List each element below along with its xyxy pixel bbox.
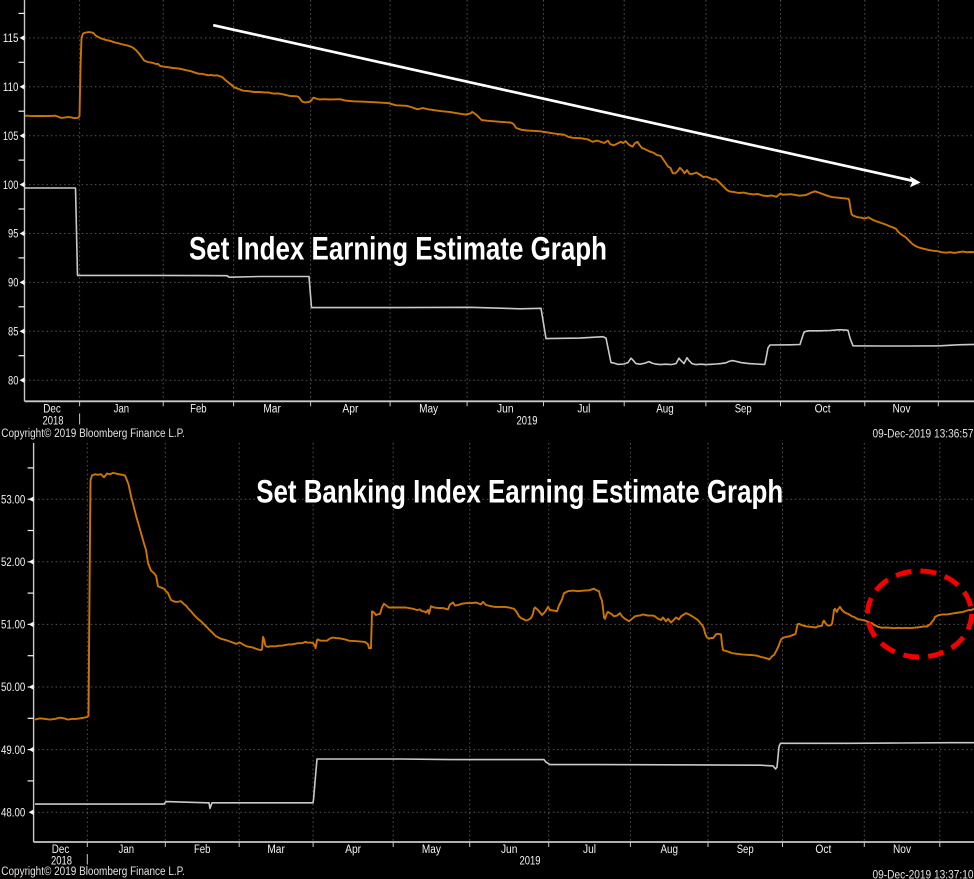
svg-text:Apr: Apr — [342, 404, 358, 416]
svg-text:48.00: 48.00 — [1, 807, 25, 819]
svg-text:Mar: Mar — [263, 404, 281, 416]
svg-text:May: May — [422, 844, 441, 856]
svg-text:Oct: Oct — [815, 844, 832, 856]
svg-text:Jul: Jul — [583, 844, 596, 856]
svg-text:09-Dec-2019 13:37:10: 09-Dec-2019 13:37:10 — [873, 870, 974, 879]
svg-text:Set Banking Index Earning Esti: Set Banking Index Earning Estimate Graph — [256, 474, 783, 510]
svg-text:2019: 2019 — [520, 856, 541, 868]
svg-text:52.00: 52.00 — [1, 557, 25, 569]
svg-text:Dec: Dec — [52, 844, 70, 856]
svg-text:Set Index Earning Estimate Gra: Set Index Earning Estimate Graph — [189, 231, 607, 267]
svg-text:105: 105 — [3, 131, 19, 143]
svg-text:2018: 2018 — [43, 416, 64, 428]
svg-text:49.00: 49.00 — [1, 745, 25, 757]
svg-text:Sep: Sep — [737, 844, 754, 856]
svg-text:53.00: 53.00 — [1, 494, 25, 506]
svg-text:80: 80 — [8, 375, 18, 387]
svg-text:2019: 2019 — [517, 416, 538, 428]
svg-text:Oct: Oct — [815, 404, 832, 416]
svg-text:Aug: Aug — [660, 844, 678, 856]
svg-text:Mar: Mar — [267, 844, 285, 856]
svg-text:May: May — [419, 404, 438, 416]
svg-text:50.00: 50.00 — [1, 682, 25, 694]
svg-text:Jun: Jun — [497, 404, 514, 416]
svg-text:Feb: Feb — [190, 404, 207, 416]
svg-text:Copyright© 2019 Bloomberg Fina: Copyright© 2019 Bloomberg Finance L.P. — [1, 866, 185, 878]
svg-text:Jun: Jun — [501, 844, 518, 856]
svg-text:110: 110 — [3, 82, 19, 94]
svg-text:Feb: Feb — [194, 844, 211, 856]
svg-text:Jul: Jul — [577, 404, 590, 416]
svg-text:100: 100 — [3, 180, 19, 192]
svg-text:90: 90 — [8, 278, 18, 290]
svg-text:Copyright© 2019 Bloomberg Fina: Copyright© 2019 Bloomberg Finance L.P. — [1, 428, 185, 440]
svg-text:Nov: Nov — [893, 844, 911, 856]
svg-text:09-Dec-2019 13:36:57: 09-Dec-2019 13:36:57 — [873, 429, 974, 441]
svg-text:Sep: Sep — [735, 404, 752, 416]
svg-text:Aug: Aug — [656, 404, 674, 416]
svg-text:95: 95 — [8, 229, 18, 241]
svg-text:85: 85 — [8, 327, 18, 339]
svg-text:Jan: Jan — [119, 844, 135, 856]
svg-text:Jan: Jan — [114, 404, 130, 416]
svg-text:51.00: 51.00 — [1, 620, 25, 632]
svg-text:2018: 2018 — [51, 856, 72, 868]
svg-text:Apr: Apr — [345, 844, 361, 856]
svg-text:Nov: Nov — [893, 404, 911, 416]
svg-text:Dec: Dec — [43, 404, 61, 416]
svg-text:115: 115 — [3, 33, 19, 45]
